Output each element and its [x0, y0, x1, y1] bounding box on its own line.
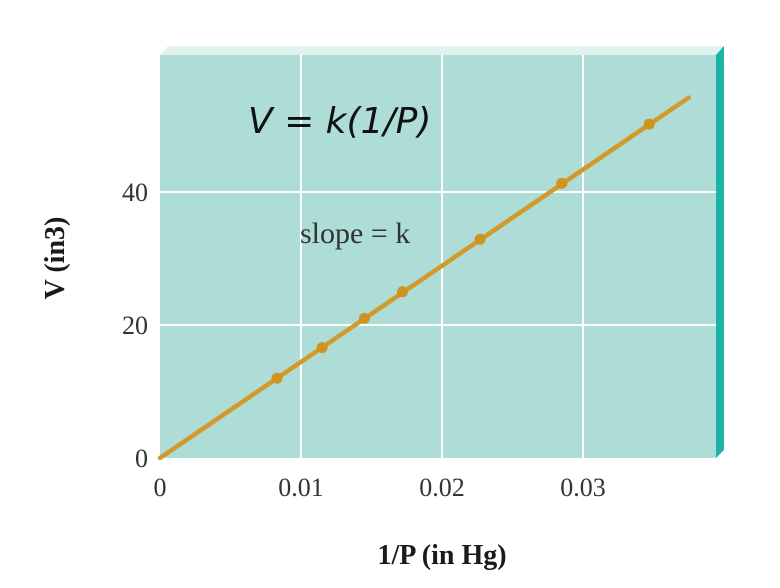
y-tick-label: 40: [122, 178, 148, 207]
data-points: [271, 118, 655, 384]
y-tick-label: 0: [135, 444, 148, 473]
fit-line: [157, 95, 691, 461]
x-axis-ticks: 0 0.01 0.02 0.03: [154, 473, 606, 502]
data-point: [397, 286, 409, 298]
y-tick-label: 20: [122, 311, 148, 340]
data-point: [556, 177, 568, 189]
y-axis-ticks: 0 20 40: [122, 178, 148, 473]
plot-area: [160, 55, 716, 458]
x-tick-label: 0: [154, 473, 167, 502]
equation-label: V = k(1/P): [248, 101, 431, 142]
data-point: [643, 118, 655, 130]
x-tick-label: 0.02: [419, 473, 465, 502]
data-point: [358, 312, 370, 324]
x-tick-label: 0.01: [278, 473, 324, 502]
x-tick-label: 0.03: [560, 473, 606, 502]
data-point: [271, 372, 283, 384]
slope-annotation: slope = k: [300, 217, 410, 250]
plot-side-face: [716, 46, 724, 458]
plot-top-face: [160, 46, 724, 55]
x-axis-title: 1/P (in Hg): [377, 540, 506, 571]
data-point: [316, 342, 328, 354]
gridlines: [160, 55, 716, 458]
y-axis-title: V (in3): [40, 217, 71, 300]
data-point: [474, 233, 486, 245]
